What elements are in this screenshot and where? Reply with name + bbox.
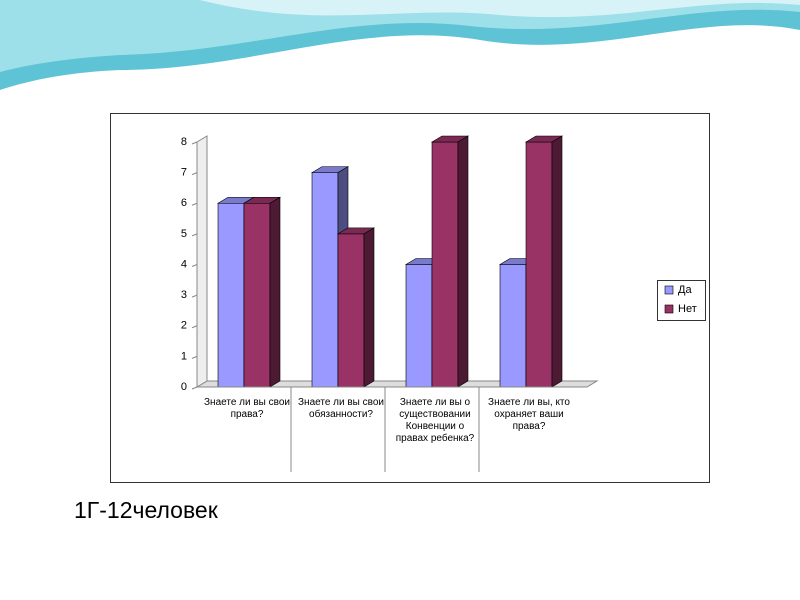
bar-side	[269, 196, 281, 388]
bar-side	[457, 135, 469, 388]
y-tick-label: 0	[181, 381, 187, 393]
y-tick	[191, 141, 198, 145]
bar	[430, 135, 470, 388]
x-tick-label: Знаете ли вы о существовании Конвенции о…	[395, 397, 475, 444]
y-tick	[191, 355, 198, 359]
bar-front	[499, 264, 527, 388]
y-tick-label: 2	[181, 320, 187, 332]
wave-decoration	[200, 0, 800, 18]
y-tick	[191, 264, 198, 267]
bar-front	[405, 264, 433, 388]
legend-label: Нет	[678, 303, 697, 315]
y-tick-label: 4	[181, 258, 187, 270]
bar	[524, 135, 564, 388]
chart-wall	[196, 135, 208, 388]
bar-front	[217, 202, 245, 388]
y-tick-label: 3	[181, 289, 187, 301]
y-tick-label: 8	[181, 136, 187, 148]
bar-side	[363, 227, 375, 388]
y-tick	[191, 172, 198, 176]
x-tick-label: Знаете ли вы свои обязанности?	[298, 397, 384, 420]
bar	[242, 196, 282, 388]
legend-swatch	[664, 304, 674, 314]
y-tick	[191, 294, 198, 298]
caption: 1Г-12человек	[74, 497, 218, 523]
y-tick	[191, 325, 198, 329]
legend-swatch	[664, 285, 674, 295]
y-tick	[191, 202, 198, 206]
y-tick	[191, 233, 198, 237]
bar-side	[551, 135, 563, 388]
bar	[336, 227, 376, 388]
bar-front	[311, 172, 339, 388]
bar-front	[243, 202, 271, 388]
y-tick-label: 6	[181, 197, 187, 209]
y-tick-label: 1	[181, 350, 187, 362]
x-tick-label: Знаете ли вы свои права?	[204, 397, 290, 420]
bar-front	[525, 141, 553, 388]
y-tick-label: 7	[181, 167, 187, 179]
bar-front	[431, 141, 459, 388]
y-tick-label: 5	[181, 228, 187, 240]
x-tick-label: Знаете ли вы, кто охраняет ваши права?	[488, 397, 570, 432]
legend-label: Да	[678, 284, 692, 296]
wave-decoration	[0, 0, 800, 72]
bar-front	[337, 233, 365, 388]
y-tick	[191, 386, 198, 390]
